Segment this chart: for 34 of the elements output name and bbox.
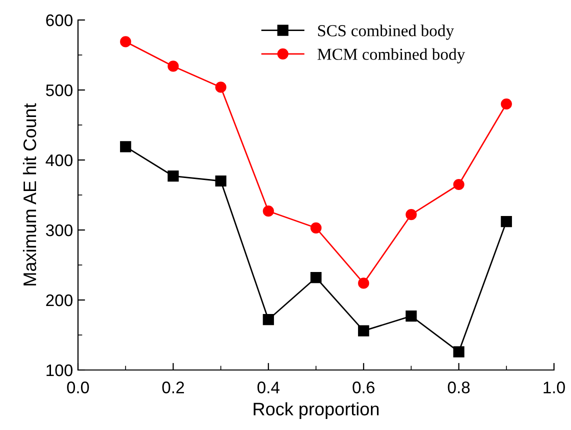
- y-tick-label: 500: [46, 84, 72, 96]
- point: [262, 314, 274, 326]
- point: [310, 272, 322, 284]
- legend-label: MCM combined body: [318, 48, 466, 64]
- x-axis-title: Rock proportion: [254, 402, 379, 420]
- point: [168, 60, 179, 72]
- point: [453, 178, 464, 190]
- point: [453, 346, 464, 358]
- y-axis-title: Maximum AE hit Count: [22, 103, 36, 286]
- point: [500, 98, 512, 110]
- y-tick-label: 600: [46, 14, 72, 26]
- x-tick-label: 1.0: [544, 382, 565, 394]
- x-tick-label: 0.0: [67, 382, 89, 394]
- x-tick-label: 0.6: [352, 382, 374, 394]
- point: [168, 170, 179, 182]
- y-tick-label: 300: [46, 224, 72, 236]
- point: [262, 206, 274, 217]
- point: [120, 141, 132, 152]
- y-tick-label: 200: [46, 294, 72, 306]
- point: [406, 209, 417, 220]
- y-tick-label: 100: [46, 364, 72, 376]
- point: [310, 222, 322, 234]
- point: [215, 82, 226, 93]
- y-tick-label: 400: [46, 154, 72, 166]
- point: [120, 36, 132, 48]
- point: [500, 216, 512, 228]
- legend-label: SCS combined body: [318, 24, 454, 40]
- x-tick-label: 0.8: [448, 382, 470, 394]
- x-tick-label: 0.4: [257, 382, 280, 394]
- point: [358, 325, 370, 336]
- point: [406, 310, 417, 322]
- point: [215, 175, 226, 187]
- point: [358, 278, 370, 289]
- x-tick-label: 0.2: [162, 382, 184, 394]
